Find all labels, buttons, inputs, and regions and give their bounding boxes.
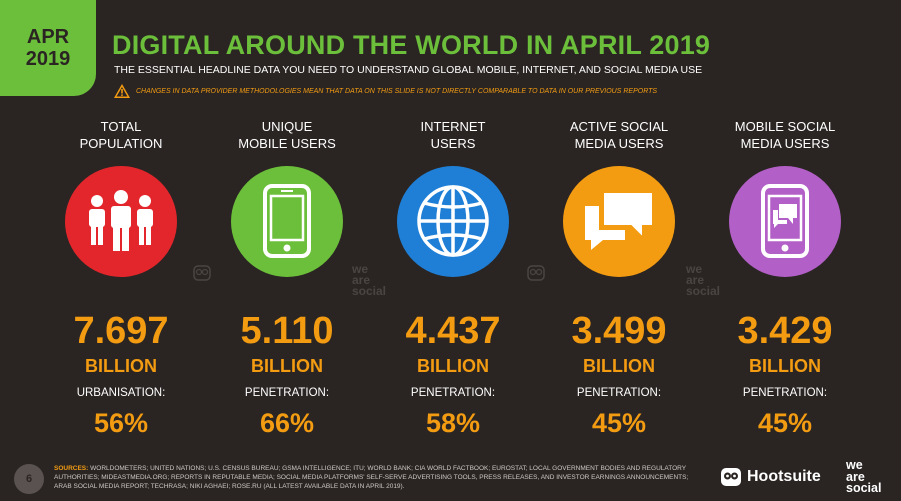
stat-value: 4.437 — [405, 310, 501, 352]
phone-chat-icon — [761, 184, 809, 259]
watermark-line: we — [686, 262, 703, 276]
stat-unit: BILLION — [251, 356, 323, 376]
sources-label: SOURCES: — [54, 465, 89, 472]
stat-column-population: TOTAL POPULATION 7.697 BILLION URBANISAT… — [38, 118, 204, 438]
stat-label-line1: ACTIVE SOCIAL — [569, 119, 669, 134]
chat-bubbles-icon — [585, 191, 654, 251]
stat-metric-label: PENETRATION: — [742, 387, 828, 399]
stat-metric-value: 56% — [93, 408, 149, 438]
stat-column-mobile-social: MOBILE SOCIAL MEDIA USERS 3.429 BILLION … — [702, 118, 868, 438]
stat-value: 7.697 — [73, 310, 169, 352]
stat-metric-label: PENETRATION: — [410, 387, 496, 399]
globe-icon-circle — [397, 165, 509, 277]
chat-bubbles-icon-circle — [563, 165, 675, 277]
mobile-phone-icon — [263, 184, 311, 259]
warning-note: CHANGES IN DATA PROVIDER METHODOLOGIES M… — [114, 82, 657, 100]
stat-metric-label: PENETRATION: — [576, 387, 662, 399]
stat-unit: BILLION — [85, 356, 157, 376]
warning-text: CHANGES IN DATA PROVIDER METHODOLOGIES M… — [136, 87, 658, 95]
stat-unit: BILLION — [583, 356, 655, 376]
stats-columns: TOTAL POPULATION 7.697 BILLION URBANISAT… — [38, 118, 868, 438]
stat-label-line1: MOBILE SOCIAL — [734, 119, 836, 134]
people-icon — [89, 190, 153, 252]
page-subtitle: THE ESSENTIAL HEADLINE DATA YOU NEED TO … — [114, 64, 703, 76]
stat-value: 3.429 — [737, 310, 833, 352]
owl-watermark-icon — [527, 265, 545, 281]
logo-line: we — [846, 458, 863, 472]
stat-metric-label: PENETRATION: — [244, 387, 330, 399]
badge-month: APR — [26, 26, 70, 48]
stat-value: 5.110 — [240, 310, 334, 352]
warning-icon — [114, 84, 130, 98]
hootsuite-logo: Hootsuite — [720, 462, 821, 492]
people-icon-circle — [65, 165, 177, 277]
stat-label-line2: USERS — [430, 136, 476, 151]
hootsuite-wordmark: Hootsuite — [747, 468, 821, 485]
sources-text: WORLDOMETERS; UNITED NATIONS; U.S. CENSU… — [54, 465, 689, 490]
stat-label: MOBILE SOCIAL MEDIA USERS — [735, 118, 835, 156]
logo-line: are — [846, 469, 865, 484]
stat-unit: BILLION — [417, 356, 489, 376]
we-are-social-watermark: we are social — [686, 262, 721, 298]
stat-metric-value: 58% — [425, 408, 481, 438]
stat-metric-value: 45% — [591, 408, 647, 438]
stat-label-line2: MOBILE USERS — [238, 136, 336, 151]
stat-metric-value: 45% — [757, 408, 813, 438]
stat-column-social: ACTIVE SOCIAL MEDIA USERS 3.499 BILLION … — [536, 118, 702, 438]
watermark-line: we — [352, 262, 369, 276]
stat-label: ACTIVE SOCIAL MEDIA USERS — [570, 118, 668, 156]
owl-watermark-icon — [193, 265, 211, 281]
logo-line: social — [846, 481, 882, 495]
globe-icon — [417, 185, 489, 258]
stat-unit: BILLION — [749, 356, 821, 376]
owl-icon — [721, 468, 741, 486]
stat-label-line2: MEDIA USERS — [574, 136, 664, 151]
mobile-phone-icon-circle — [231, 165, 343, 277]
watermark-line: social — [686, 284, 721, 298]
we-are-social-watermark: we are social — [352, 262, 387, 298]
stat-label-line1: TOTAL — [100, 119, 142, 134]
stat-value: 3.499 — [571, 310, 667, 352]
date-badge: APR 2019 — [0, 0, 96, 96]
watermark-line: social — [352, 284, 387, 298]
stat-label: TOTAL POPULATION — [80, 118, 163, 156]
we-are-social-logo: we are social — [846, 458, 882, 495]
page-number: 6 — [14, 464, 44, 494]
stat-metric-value: 66% — [259, 408, 315, 438]
stat-label-line1: INTERNET — [420, 119, 486, 134]
sources-note: SOURCES: WORLDOMETERS; UNITED NATIONS; U… — [54, 464, 696, 491]
badge-year: 2019 — [25, 48, 71, 70]
stat-label-line2: POPULATION — [79, 136, 163, 151]
watermark-line: are — [686, 273, 705, 287]
phone-chat-icon-circle — [729, 165, 841, 277]
stat-label: INTERNET USERS — [421, 118, 486, 156]
stat-label: UNIQUE MOBILE USERS — [238, 118, 336, 156]
page-title: DIGITAL AROUND THE WORLD IN APRIL 2019 — [112, 30, 711, 60]
watermark-line: are — [352, 273, 371, 287]
stat-column-internet: INTERNET USERS 4.437 BILLION PENETRATION… — [370, 118, 536, 438]
stat-metric-label: URBANISATION: — [76, 387, 166, 399]
stat-label-line1: UNIQUE — [261, 119, 313, 134]
stat-column-mobile: UNIQUE MOBILE USERS 5.110 BILLION PENETR… — [204, 118, 370, 438]
stat-label-line2: MEDIA USERS — [740, 136, 830, 151]
